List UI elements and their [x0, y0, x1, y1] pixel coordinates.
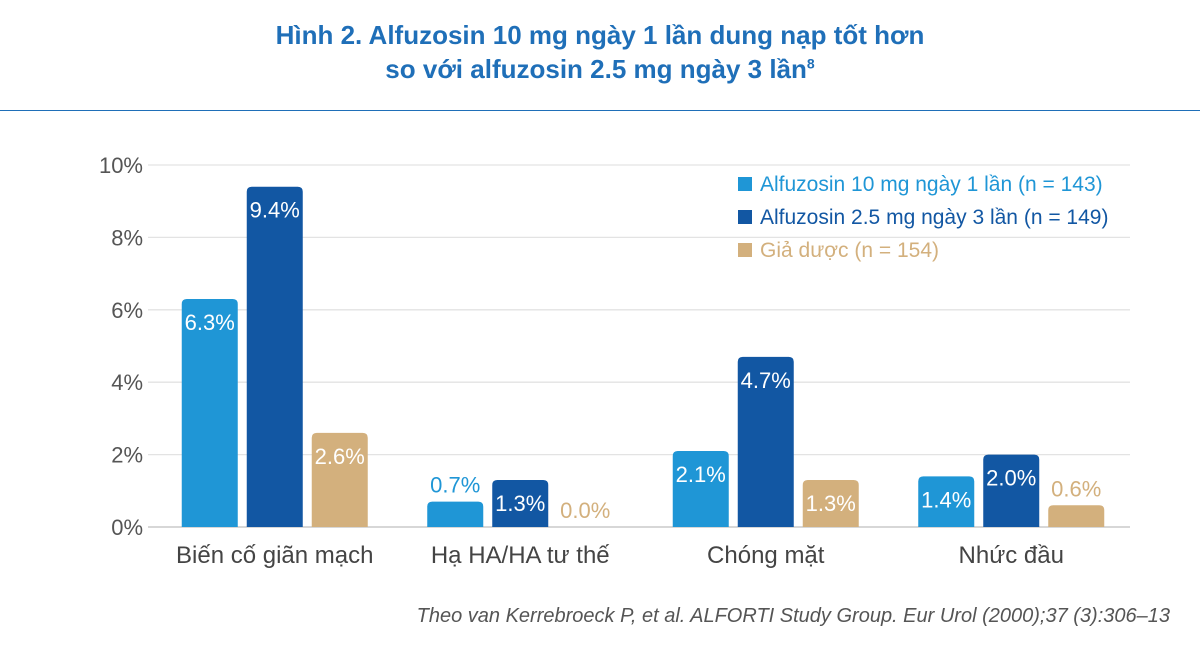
legend-swatch — [738, 177, 752, 191]
data-label: 0.7% — [430, 473, 480, 498]
data-label: 1.4% — [921, 487, 971, 512]
bar — [737, 356, 794, 527]
x-category-label: Nhức đầu — [959, 542, 1064, 569]
source-citation: Theo van Kerrebroeck P, et al. ALFORTI S… — [416, 605, 1170, 627]
data-label: 4.7% — [741, 368, 791, 393]
legend-swatch — [738, 210, 752, 224]
bar — [918, 476, 975, 527]
legend-label: Giả dược (n = 154) — [760, 239, 939, 262]
title-line-2: so với alfuzosin 2.5 mg ngày 3 lần8 — [0, 52, 1200, 86]
title-line-1: Hình 2. Alfuzosin 10 mg ngày 1 lần dung … — [275, 20, 925, 50]
bar — [246, 186, 303, 527]
y-tick-label: 6% — [111, 298, 143, 323]
data-label: 2.6% — [315, 444, 365, 469]
legend-label: Alfuzosin 10 mg ngày 1 lần (n = 143) — [760, 173, 1103, 196]
data-label: 0.0% — [560, 498, 610, 523]
y-tick-label: 4% — [111, 370, 143, 395]
bar — [311, 432, 368, 527]
bar — [181, 298, 238, 527]
data-label: 1.3% — [495, 491, 545, 516]
data-label: 2.1% — [676, 462, 726, 487]
title-line-2-text: so với alfuzosin 2.5 mg ngày 3 lần — [385, 54, 807, 84]
data-label: 2.0% — [986, 466, 1036, 491]
y-tick-label: 8% — [111, 225, 143, 250]
y-tick-label: 2% — [111, 443, 143, 468]
bar — [672, 450, 729, 527]
chart-title: Hình 2. Alfuzosin 10 mg ngày 1 lần dung … — [0, 18, 1200, 86]
bar — [492, 479, 549, 527]
data-label: 0.6% — [1051, 476, 1101, 501]
bar — [1048, 505, 1105, 527]
bar — [427, 501, 484, 527]
legend-swatch — [738, 243, 752, 257]
y-tick-label: 10% — [99, 153, 143, 178]
data-label: 6.3% — [185, 310, 235, 335]
x-category-label: Chóng mặt — [707, 542, 825, 569]
x-category-label: Hạ HA/HA tư thế — [431, 542, 610, 569]
title-divider — [0, 110, 1200, 111]
bar — [983, 454, 1040, 527]
bar — [802, 479, 859, 527]
data-label: 9.4% — [250, 198, 300, 223]
title-superscript: 8 — [806, 55, 815, 72]
legend-label: Alfuzosin 2.5 mg ngày 3 lần (n = 149) — [760, 206, 1108, 229]
x-category-label: Biến cố giãn mạch — [176, 542, 373, 569]
y-tick-label: 0% — [111, 515, 143, 540]
data-label: 1.3% — [806, 491, 856, 516]
